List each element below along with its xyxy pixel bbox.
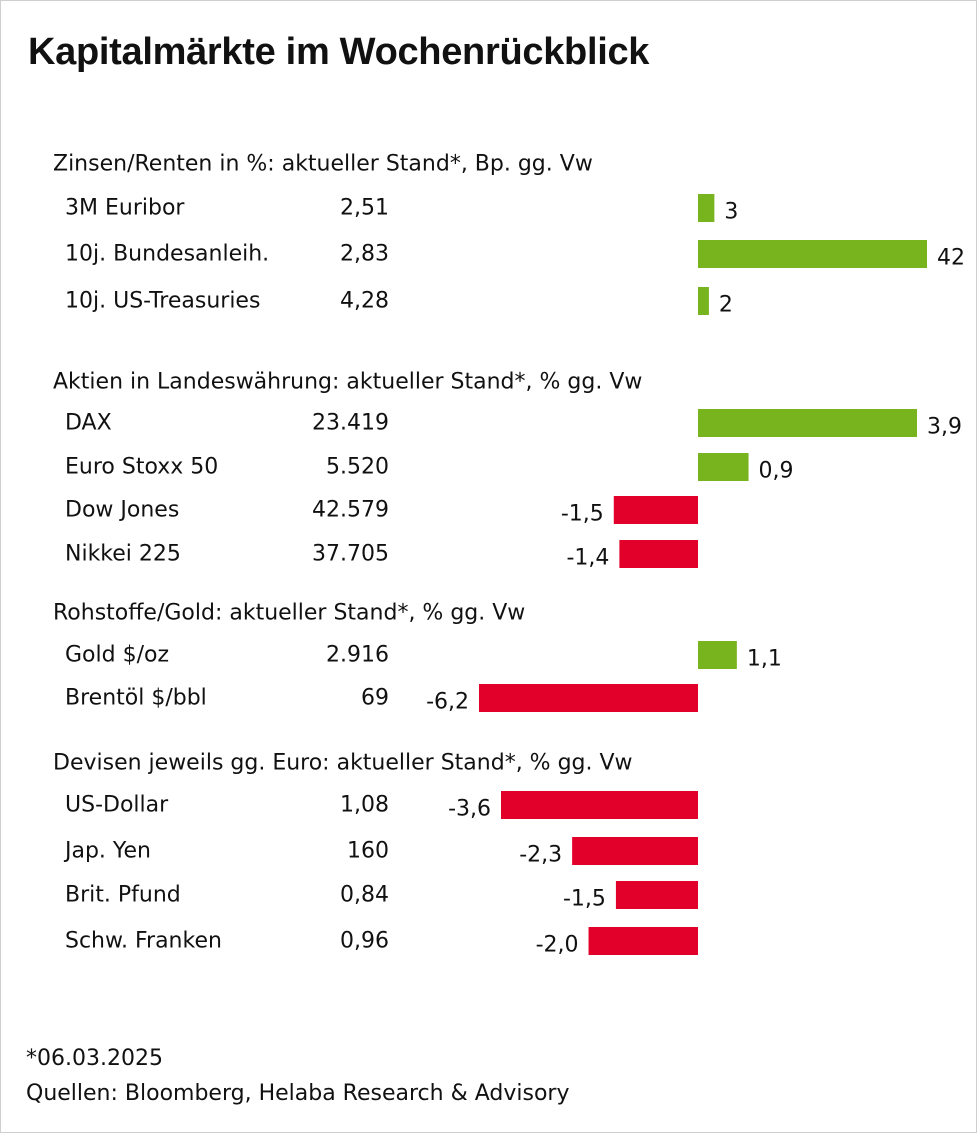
bar-positive: [698, 194, 715, 222]
bar-negative: [613, 496, 698, 524]
bar-positive: [698, 453, 749, 481]
change-label: -6,2: [426, 690, 469, 715]
change-label: -1,4: [566, 546, 609, 571]
bar-negative: [619, 540, 698, 568]
change-label: 3: [724, 200, 738, 225]
bar-chart: Zinsen/Renten in %: aktueller Stand*, Bp…: [53, 152, 965, 958]
footnote-date: *06.03.2025: [26, 1046, 163, 1071]
bar-positive: [698, 287, 709, 315]
change-label: -3,6: [448, 797, 491, 822]
row-label: 3M Euribor: [65, 196, 185, 221]
current-value: 2,51: [340, 196, 389, 221]
change-label: -1,5: [563, 887, 606, 912]
chart-title: Kapitalmärkte im Wochenrückblick: [28, 31, 650, 73]
current-value: 5.520: [326, 455, 389, 480]
current-value: 1,08: [340, 793, 389, 818]
row-label: Brentöl $/bbl: [65, 686, 207, 711]
current-value: 4,28: [340, 289, 389, 314]
current-value: 37.705: [312, 542, 389, 567]
change-label: 42: [937, 246, 965, 271]
group-heading: Aktien in Landeswährung: aktueller Stand…: [53, 370, 642, 395]
current-value: 23.419: [312, 411, 389, 436]
row-label: 10j. Bundesanleih.: [65, 242, 269, 267]
bar-negative: [615, 881, 698, 909]
row-label: DAX: [65, 411, 112, 436]
change-label: 3,9: [927, 415, 962, 440]
row-label: Schw. Franken: [65, 929, 222, 954]
current-value: 69: [361, 686, 389, 711]
change-label: 2: [719, 293, 733, 318]
row-label: Nikkei 225: [65, 542, 181, 567]
sources-note: Quellen: Bloomberg, Helaba Research & Ad…: [26, 1081, 570, 1106]
group-heading: Rohstoffe/Gold: aktueller Stand*, % gg. …: [53, 601, 525, 626]
change-label: -2,0: [536, 933, 579, 958]
row-label: 10j. US-Treasuries: [65, 289, 260, 314]
group-heading: Devisen jeweils gg. Euro: aktueller Stan…: [53, 751, 633, 776]
current-value: 160: [347, 839, 389, 864]
bar-negative: [588, 927, 698, 955]
current-value: 2,83: [340, 242, 389, 267]
current-value: 0,96: [340, 929, 389, 954]
current-value: 2.916: [326, 643, 389, 668]
change-label: 0,9: [759, 459, 794, 484]
change-label: -2,3: [519, 843, 562, 868]
group-heading: Zinsen/Renten in %: aktueller Stand*, Bp…: [53, 152, 593, 177]
change-label: -1,5: [561, 502, 604, 527]
row-label: Brit. Pfund: [65, 883, 181, 908]
bar-negative: [572, 837, 698, 865]
change-label: 1,1: [747, 647, 782, 672]
bar-positive: [698, 641, 737, 669]
chart-footer: *06.03.2025 Quellen: Bloomberg, Helaba R…: [26, 1041, 569, 1111]
row-label: Euro Stoxx 50: [65, 455, 218, 480]
bar-positive: [698, 409, 917, 437]
row-label: Gold $/oz: [65, 643, 169, 668]
row-label: Jap. Yen: [63, 839, 151, 864]
bar-negative: [479, 684, 698, 712]
bar-positive: [698, 240, 927, 268]
row-label: Dow Jones: [65, 498, 179, 523]
current-value: 0,84: [340, 883, 389, 908]
row-label: US-Dollar: [65, 793, 169, 818]
current-value: 42.579: [312, 498, 389, 523]
bar-negative: [501, 791, 698, 819]
